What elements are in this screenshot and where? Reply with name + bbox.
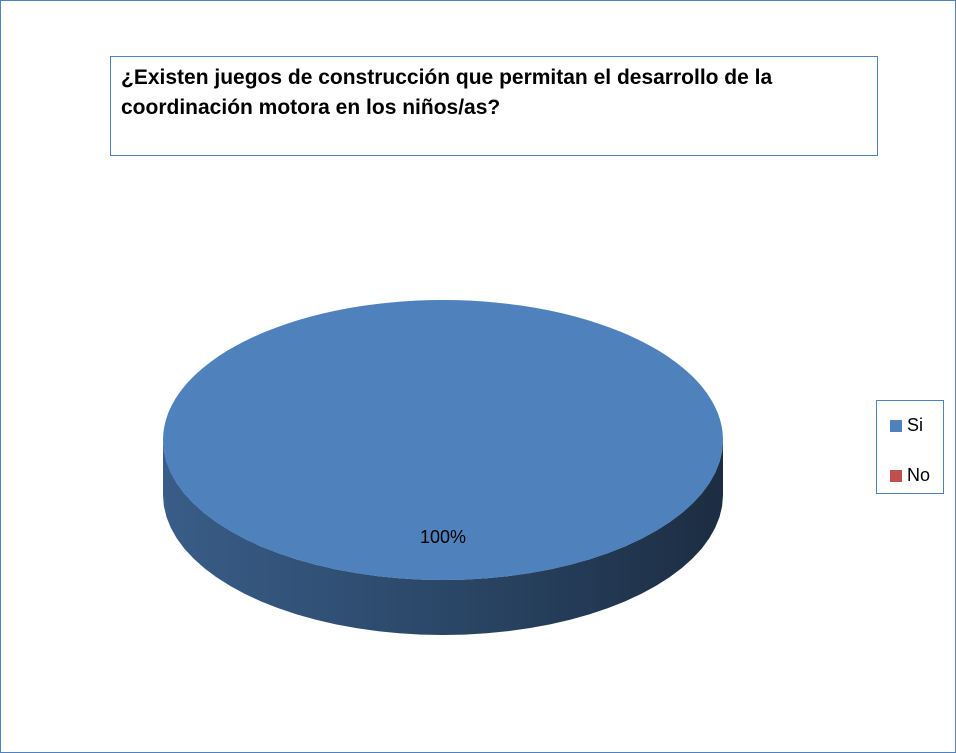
legend-label: No — [907, 465, 930, 485]
legend-swatch — [890, 470, 902, 482]
pie-side — [163, 440, 723, 635]
data-label: 100% — [420, 527, 466, 547]
title-box: ¿Existen juegos de construcción que perm… — [110, 56, 878, 156]
legend-label: Si — [907, 415, 923, 435]
legend — [876, 400, 944, 494]
pie-slice — [163, 300, 723, 580]
legend-swatch — [890, 420, 902, 432]
chart-title: ¿Existen juegos de construcción que perm… — [121, 66, 773, 119]
